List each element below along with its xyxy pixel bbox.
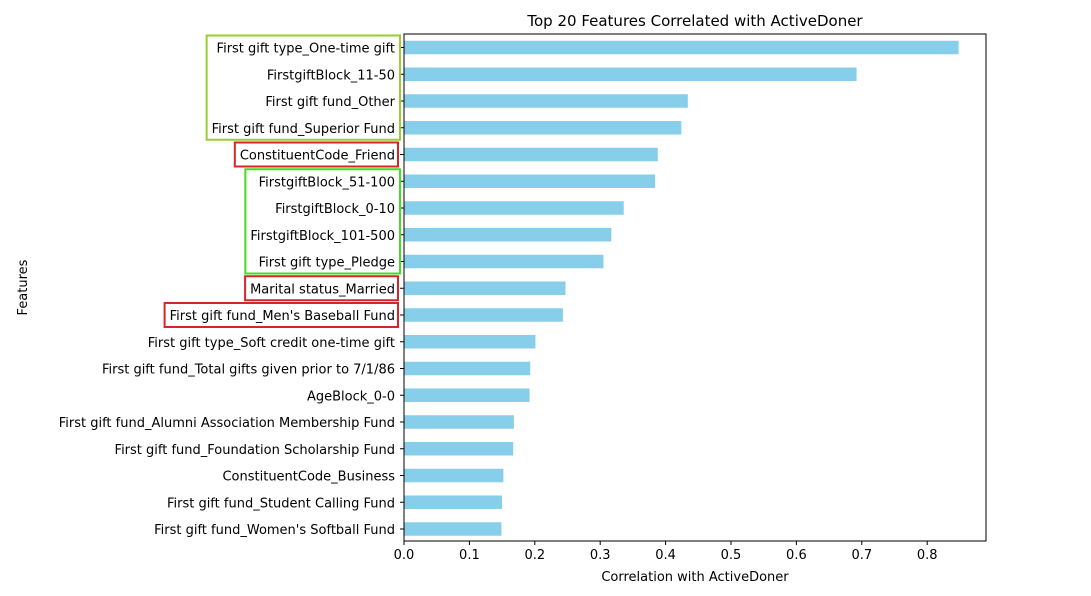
bar xyxy=(404,174,656,188)
bar xyxy=(404,147,658,162)
plot-frame xyxy=(403,33,987,542)
bar xyxy=(404,254,604,269)
bar xyxy=(404,495,503,509)
bar xyxy=(404,468,504,483)
x-tick-label: 0.1 xyxy=(459,548,480,563)
y-tick-label: FirstgiftBlock_0-10 xyxy=(275,202,395,217)
bar xyxy=(404,308,563,322)
x-tick-label: 0.0 xyxy=(394,548,415,563)
bars-group xyxy=(404,40,959,536)
y-axis-label: Features xyxy=(16,259,31,315)
x-tick-label: 0.4 xyxy=(655,548,676,563)
y-tick-label: ConstituentCode_Friend xyxy=(240,149,395,164)
bar xyxy=(404,201,624,215)
highlight-box xyxy=(205,34,401,141)
y-tick-label: First gift fund_Men's Baseball Fund xyxy=(170,309,395,324)
bar xyxy=(404,522,502,536)
y-tick-label: First gift fund_Alumni Association Membe… xyxy=(59,416,395,431)
y-tick-label: FirstgiftBlock_101-500 xyxy=(250,229,395,244)
x-tick-label: 0.3 xyxy=(590,548,611,563)
highlight-box xyxy=(244,275,399,302)
y-tick-label: FirstgiftBlock_11-50 xyxy=(267,68,395,83)
y-tick-label: First gift fund_Superior Fund xyxy=(212,122,395,137)
y-tick-label: First gift fund_Total gifts given prior … xyxy=(102,363,395,378)
bar xyxy=(404,94,688,108)
x-tick-label: 0.2 xyxy=(524,548,545,563)
y-tick-label: First gift fund_Foundation Scholarship F… xyxy=(115,443,395,458)
bar xyxy=(404,361,531,376)
y-tick-label: FirstgiftBlock_51-100 xyxy=(259,175,395,190)
bar xyxy=(404,415,514,429)
highlight-box xyxy=(163,302,399,328)
y-tick-label: First gift type_Soft credit one-time gif… xyxy=(148,336,395,351)
x-tick-label: 0.7 xyxy=(851,548,872,563)
y-tick-label: Marital status_Married xyxy=(250,282,395,297)
chart-title: Top 20 Features Correlated with ActiveDo… xyxy=(526,12,863,30)
bar xyxy=(404,281,566,295)
x-ticks: 0.0 0.1 0.2 0.3 0.4 0.5 0.6 0.7 0.8 xyxy=(394,541,938,563)
bar xyxy=(404,388,530,402)
x-tick-label: 0.8 xyxy=(917,548,938,563)
x-tick-label: 0.6 xyxy=(786,548,807,563)
annotation-boxes xyxy=(163,34,401,328)
y-tick-label: First gift type_One-time gift xyxy=(217,42,395,57)
bar xyxy=(404,335,536,349)
bar xyxy=(404,121,682,135)
y-tick-label: First gift fund_Other xyxy=(265,95,395,110)
y-tick-label: AgeBlock_0-0 xyxy=(307,389,395,404)
highlight-box xyxy=(244,168,401,275)
bar xyxy=(404,40,959,55)
bar xyxy=(404,228,612,242)
y-tick-label: First gift fund_Women's Softball Fund xyxy=(154,523,395,538)
y-tick-label: First gift type_Pledge xyxy=(259,256,395,271)
highlight-box xyxy=(233,141,399,168)
y-tick-labels: First gift type_One-time gift FirstgiftBl… xyxy=(59,42,404,538)
bar xyxy=(404,67,857,81)
y-tick-label: First gift fund_Student Calling Fund xyxy=(167,496,395,511)
x-tick-label: 0.5 xyxy=(721,548,742,563)
bar xyxy=(404,442,514,456)
x-axis-label: Correlation with ActiveDoner xyxy=(601,570,789,585)
y-tick-label: ConstituentCode_Business xyxy=(222,470,395,485)
